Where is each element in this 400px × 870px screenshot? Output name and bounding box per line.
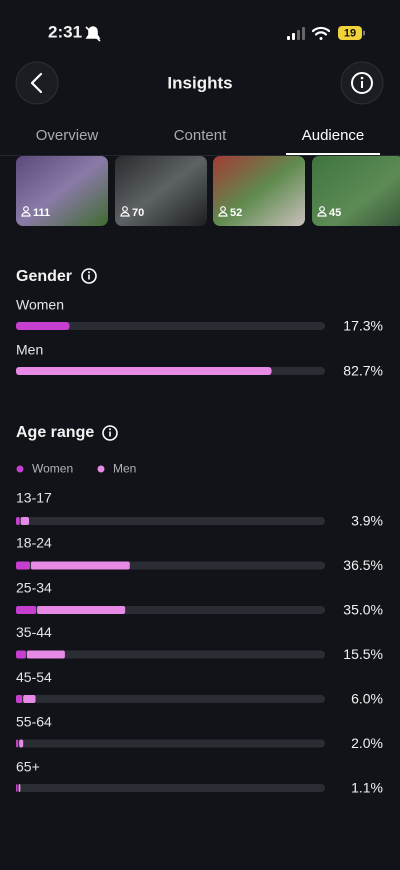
silent-icon <box>85 26 101 42</box>
row-label: 65+ <box>16 759 40 775</box>
battery-icon: 19 <box>338 26 365 40</box>
bar-track <box>16 695 325 703</box>
thumbnail-count: 45 <box>317 206 341 219</box>
view-count: 70 <box>132 207 144 219</box>
bar-segment-men <box>26 650 65 659</box>
content: Women 17.3% Men 82.7% Women Men 13-17 3.9% 18-24… <box>16 297 383 796</box>
percentage: 35.0% <box>343 602 383 618</box>
thumbnail-count: 70 <box>120 206 144 219</box>
person-icon <box>319 206 325 212</box>
bar-segment-women <box>16 784 18 792</box>
bar-track <box>16 322 325 330</box>
signal-icon <box>287 27 305 40</box>
row-label: 45-54 <box>16 669 52 685</box>
view-count: 45 <box>329 207 341 219</box>
bar-track <box>16 650 325 659</box>
section-title: Age range <box>16 424 94 441</box>
bar-segment-men <box>20 517 30 525</box>
person-icon <box>23 206 29 212</box>
percentage: 3.9% <box>351 513 383 529</box>
bar <box>16 367 272 375</box>
percentage: 1.1% <box>351 780 383 796</box>
row-label: 35-44 <box>16 624 52 640</box>
bar-track <box>16 739 325 748</box>
percentage: 36.5% <box>343 557 383 573</box>
bar <box>16 322 70 330</box>
row-label: 25-34 <box>16 579 52 595</box>
percentage: 15.5% <box>343 646 383 662</box>
thumbnail-count: 52 <box>218 206 242 219</box>
bar-segment-men <box>37 606 126 614</box>
info-icon[interactable] <box>81 268 97 284</box>
person-icon <box>21 211 31 217</box>
info-button[interactable] <box>340 61 384 105</box>
status-time: 2:31 <box>48 22 82 41</box>
bar-segment-women <box>16 606 37 614</box>
tab-bar: Overview Content Audience <box>36 127 380 155</box>
thumbnail[interactable] <box>115 156 207 226</box>
section-title: Gender <box>16 268 72 285</box>
person-icon <box>120 211 130 217</box>
person-icon <box>317 211 327 217</box>
thumbnail[interactable] <box>16 156 108 226</box>
person-icon <box>218 211 228 217</box>
bar-segment-women <box>16 739 19 748</box>
row-label: 55-64 <box>16 714 52 730</box>
person-icon <box>122 206 128 212</box>
legend-dot <box>97 465 105 473</box>
bar-track <box>16 517 325 525</box>
row-label: 13-17 <box>16 490 52 506</box>
legend-label: Men <box>113 462 136 476</box>
tab[interactable]: Overview <box>36 127 99 144</box>
bar-segment-women <box>16 517 20 525</box>
thumbnail-count: 111 <box>21 206 50 219</box>
bar-segment-women <box>16 650 26 659</box>
header-title: Insights <box>167 73 232 92</box>
row-label: Women <box>16 297 64 313</box>
person-icon <box>220 206 226 212</box>
percentage: 2.0% <box>351 735 383 751</box>
bar-segment-men <box>18 784 21 792</box>
row-label: 18-24 <box>16 535 52 551</box>
thumbnail[interactable] <box>213 156 305 226</box>
thumbnail[interactable] <box>312 156 400 226</box>
bar-segment-men <box>30 561 130 570</box>
view-count: 52 <box>230 207 242 219</box>
row-label: Men <box>16 342 43 358</box>
legend-dot <box>16 465 24 473</box>
back-button[interactable] <box>15 61 59 105</box>
tab-divider <box>0 155 400 156</box>
bar-segment-women <box>16 561 30 570</box>
battery-level: 19 <box>344 27 356 39</box>
bar-track <box>16 784 325 792</box>
tab[interactable]: Content <box>174 127 227 144</box>
percentage: 82.7% <box>343 363 383 379</box>
tab-indicator <box>286 153 380 155</box>
info-icon[interactable] <box>102 425 118 441</box>
legend-label: Women <box>32 462 73 476</box>
thumbnail-strip: 111 70 52 45 <box>16 156 400 226</box>
bar-segment-men <box>19 739 24 748</box>
tab[interactable]: Audience <box>302 127 365 144</box>
percentage: 6.0% <box>351 691 383 707</box>
wifi-icon <box>311 26 331 40</box>
bar-segment-women <box>16 695 23 703</box>
percentage: 17.3% <box>343 318 383 334</box>
bar-segment-men <box>23 695 36 703</box>
view-count: 111 <box>33 207 50 219</box>
